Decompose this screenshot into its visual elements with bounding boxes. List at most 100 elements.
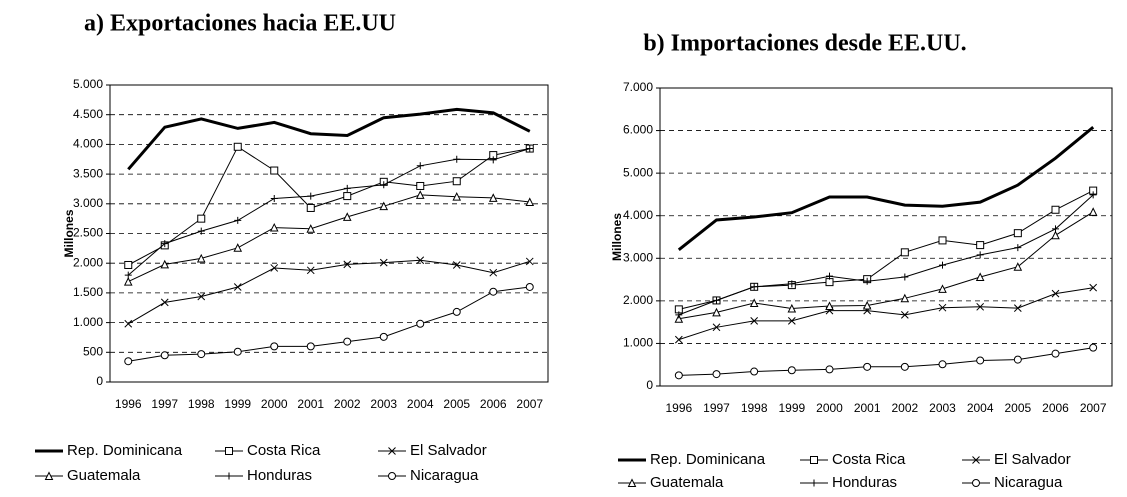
y-tick-label: 3.500: [73, 166, 103, 180]
series-line: [127, 148, 530, 276]
y-tick-label: 3.000: [623, 250, 653, 264]
marker: [976, 302, 985, 311]
marker: [197, 292, 206, 301]
marker: [343, 184, 351, 192]
legend-marker: [627, 478, 637, 487]
legend-label: Costa Rica: [247, 442, 321, 459]
legend-label: Honduras: [247, 467, 312, 484]
x-tick-label: 2006: [480, 397, 507, 411]
marker: [197, 227, 205, 235]
marker: [788, 280, 796, 288]
y-tick-label: 500: [83, 344, 103, 358]
marker: [526, 145, 534, 153]
x-tick-label: 1996: [665, 401, 692, 415]
marker: [488, 193, 498, 202]
x-tick-label: 2002: [334, 397, 361, 411]
y-axis-label: Millones: [62, 209, 76, 257]
marker: [123, 276, 133, 286]
y-tick-label: 2.000: [73, 255, 103, 269]
series-line: [678, 194, 1094, 316]
marker: [863, 277, 871, 285]
marker: [750, 367, 759, 376]
marker: [750, 317, 759, 325]
marker: [975, 272, 985, 282]
marker: [343, 260, 352, 269]
marker: [489, 287, 498, 296]
marker: [124, 260, 133, 269]
y-tick-label: 2.500: [73, 226, 103, 240]
marker: [161, 240, 169, 248]
marker: [306, 266, 315, 275]
marker: [787, 303, 797, 313]
marker: [489, 268, 498, 277]
marker: [380, 181, 388, 189]
marker: [1013, 262, 1023, 271]
y-tick-label: 0: [646, 378, 653, 392]
y-tick-label: 7.000: [623, 80, 653, 94]
marker: [938, 284, 947, 293]
marker: [416, 256, 425, 265]
legend-marker: [972, 456, 980, 464]
x-tick-label: 2004: [967, 401, 994, 415]
marker: [712, 323, 721, 332]
marker: [787, 317, 796, 325]
x-tick-label: 1997: [151, 397, 178, 411]
marker: [453, 155, 461, 163]
x-tick-label: 2003: [929, 401, 956, 415]
plot-frame: [109, 84, 549, 383]
x-tick-label: 1999: [224, 397, 251, 411]
marker: [674, 314, 684, 323]
legend-label: Guatemala: [650, 474, 724, 491]
marker: [939, 261, 946, 269]
legend-label: Costa Rica: [832, 451, 906, 468]
marker: [234, 216, 242, 224]
marker: [938, 236, 947, 245]
legend-marker: [810, 479, 818, 487]
legend-label: El Salvador: [410, 442, 487, 459]
marker: [416, 162, 424, 170]
marker: [379, 332, 388, 341]
legend-label: El Salvador: [994, 451, 1071, 468]
marker: [124, 271, 132, 279]
legend-label: Rep. Dominicana: [67, 442, 183, 459]
marker: [233, 347, 242, 356]
legend-label: Nicaragua: [994, 474, 1063, 491]
marker: [1013, 355, 1022, 364]
x-tick-label: 1996: [115, 397, 142, 411]
series-line: [128, 286, 530, 362]
marker: [938, 303, 947, 312]
marker: [160, 351, 169, 360]
marker: [379, 201, 389, 211]
marker: [197, 214, 206, 223]
y-tick-label: 5.000: [73, 77, 103, 91]
marker: [270, 194, 278, 202]
legend-marker: [225, 447, 233, 455]
marker: [416, 319, 425, 328]
marker: [976, 241, 985, 250]
marker: [1089, 283, 1098, 292]
y-tick-label: 2.000: [623, 293, 653, 307]
x-tick-label: 2007: [1080, 401, 1107, 415]
chart-title: b) Importaciones desde EE.UU.: [643, 31, 966, 57]
marker: [863, 362, 872, 371]
marker: [452, 192, 462, 201]
marker: [452, 177, 461, 186]
marker: [160, 259, 170, 269]
x-tick-label: 2000: [261, 397, 288, 411]
marker: [712, 307, 721, 317]
legend-label: Guatemala: [67, 467, 141, 484]
plot-frame: [659, 87, 1113, 387]
x-tick-label: 2007: [516, 397, 543, 411]
marker: [342, 212, 352, 221]
y-tick-label: 6.000: [623, 123, 653, 137]
marker: [900, 293, 910, 303]
marker: [825, 301, 834, 310]
series-line: [128, 146, 530, 266]
marker: [233, 142, 242, 151]
marker: [674, 371, 683, 380]
marker: [525, 257, 534, 266]
marker: [1014, 244, 1022, 252]
marker: [124, 319, 133, 328]
marker: [1051, 230, 1060, 240]
series-line: [127, 107, 531, 171]
